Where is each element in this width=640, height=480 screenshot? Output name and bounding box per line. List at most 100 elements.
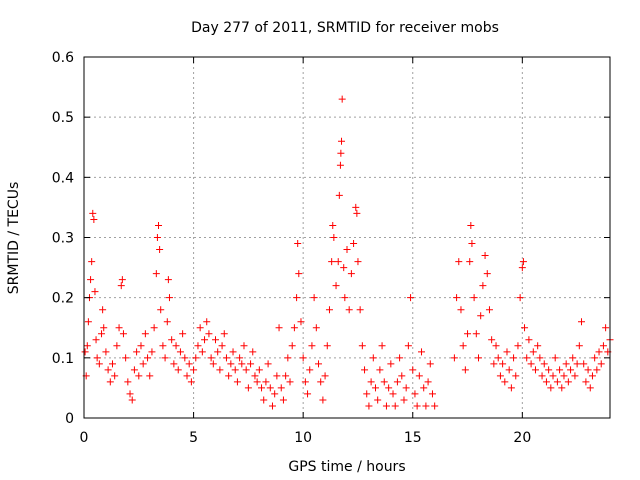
data-point xyxy=(418,348,426,356)
data-point xyxy=(501,378,509,386)
data-point xyxy=(455,258,463,266)
data-point xyxy=(87,276,95,284)
data-point xyxy=(402,384,410,392)
data-point xyxy=(398,372,406,380)
data-point xyxy=(385,384,393,392)
data-point xyxy=(338,137,346,145)
data-point xyxy=(466,258,474,266)
data-point xyxy=(431,402,439,410)
data-point xyxy=(150,324,158,332)
data-point xyxy=(525,336,533,344)
data-point xyxy=(507,384,515,392)
data-point xyxy=(170,360,178,368)
data-point xyxy=(251,372,259,380)
data-point xyxy=(126,390,134,398)
data-point xyxy=(556,366,564,374)
data-point xyxy=(586,384,594,392)
data-point xyxy=(571,372,579,380)
data-point xyxy=(545,366,553,374)
data-point xyxy=(602,324,610,332)
y-tick-label: 0.3 xyxy=(52,231,74,247)
data-point xyxy=(99,306,107,314)
data-point xyxy=(146,372,154,380)
data-point xyxy=(575,342,583,350)
data-point xyxy=(165,294,173,302)
data-point xyxy=(266,384,274,392)
x-tick-label: 15 xyxy=(404,430,422,446)
data-point xyxy=(164,276,172,284)
data-point xyxy=(337,149,345,157)
data-point xyxy=(492,342,500,350)
data-point xyxy=(104,366,112,374)
data-point xyxy=(284,354,292,362)
data-point xyxy=(323,342,331,350)
data-point xyxy=(365,402,373,410)
data-point xyxy=(599,342,607,350)
data-point xyxy=(529,348,537,356)
data-point xyxy=(249,348,257,356)
y-tick-label: 0.4 xyxy=(52,170,74,186)
data-point xyxy=(294,240,302,248)
data-point xyxy=(290,324,298,332)
data-point xyxy=(553,378,561,386)
data-point xyxy=(540,360,548,368)
data-point xyxy=(542,378,550,386)
data-point xyxy=(275,324,283,332)
data-point xyxy=(496,372,504,380)
data-point xyxy=(426,360,434,368)
data-point xyxy=(168,336,176,344)
data-point xyxy=(347,270,355,278)
data-point xyxy=(229,348,237,356)
data-point xyxy=(159,342,167,350)
data-point xyxy=(95,360,103,368)
data-point xyxy=(301,378,309,386)
data-point xyxy=(279,396,287,404)
data-point xyxy=(100,324,108,332)
data-point xyxy=(503,348,511,356)
data-point xyxy=(304,390,312,398)
data-point xyxy=(356,306,364,314)
data-point xyxy=(214,348,222,356)
data-point xyxy=(494,354,502,362)
data-point xyxy=(135,372,143,380)
data-point xyxy=(389,390,397,398)
data-point xyxy=(341,294,349,302)
data-point xyxy=(477,312,485,320)
data-point xyxy=(411,390,419,398)
data-point xyxy=(595,348,603,356)
data-point xyxy=(255,366,263,374)
data-point xyxy=(273,372,281,380)
data-point xyxy=(459,342,467,350)
data-point xyxy=(242,366,250,374)
data-point xyxy=(155,221,163,229)
data-point xyxy=(519,258,527,266)
data-point xyxy=(499,360,507,368)
y-tick-label: 0 xyxy=(65,411,74,427)
data-point xyxy=(238,360,246,368)
data-point xyxy=(222,354,230,362)
data-point xyxy=(271,390,279,398)
data-point xyxy=(393,378,401,386)
data-point xyxy=(183,372,191,380)
data-point xyxy=(582,378,590,386)
data-point xyxy=(558,384,566,392)
data-point xyxy=(225,372,233,380)
data-point xyxy=(282,372,290,380)
data-point xyxy=(409,366,417,374)
data-point xyxy=(133,348,141,356)
data-point xyxy=(108,360,116,368)
data-point xyxy=(317,378,325,386)
data-point xyxy=(350,240,358,248)
data-point xyxy=(338,95,346,103)
data-point xyxy=(319,396,327,404)
data-point xyxy=(400,396,408,404)
data-point xyxy=(536,354,544,362)
data-point xyxy=(551,354,559,362)
data-point xyxy=(277,384,285,392)
data-point xyxy=(505,366,513,374)
data-point xyxy=(310,294,318,302)
data-point xyxy=(325,306,333,314)
data-point xyxy=(567,366,575,374)
axis-ticks: 0 5 10 15 20 0 0.1 0.2 0.3 0.4 0.5 0.6 xyxy=(52,50,610,446)
